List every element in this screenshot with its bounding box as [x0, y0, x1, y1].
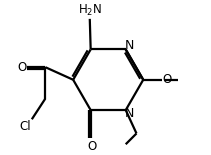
Text: N: N: [124, 39, 134, 52]
Text: Cl: Cl: [19, 120, 31, 133]
Text: N: N: [124, 107, 134, 120]
Text: O: O: [162, 73, 172, 86]
Text: O: O: [87, 140, 96, 153]
Text: O: O: [17, 61, 26, 74]
Text: H$_2$N: H$_2$N: [78, 3, 102, 18]
